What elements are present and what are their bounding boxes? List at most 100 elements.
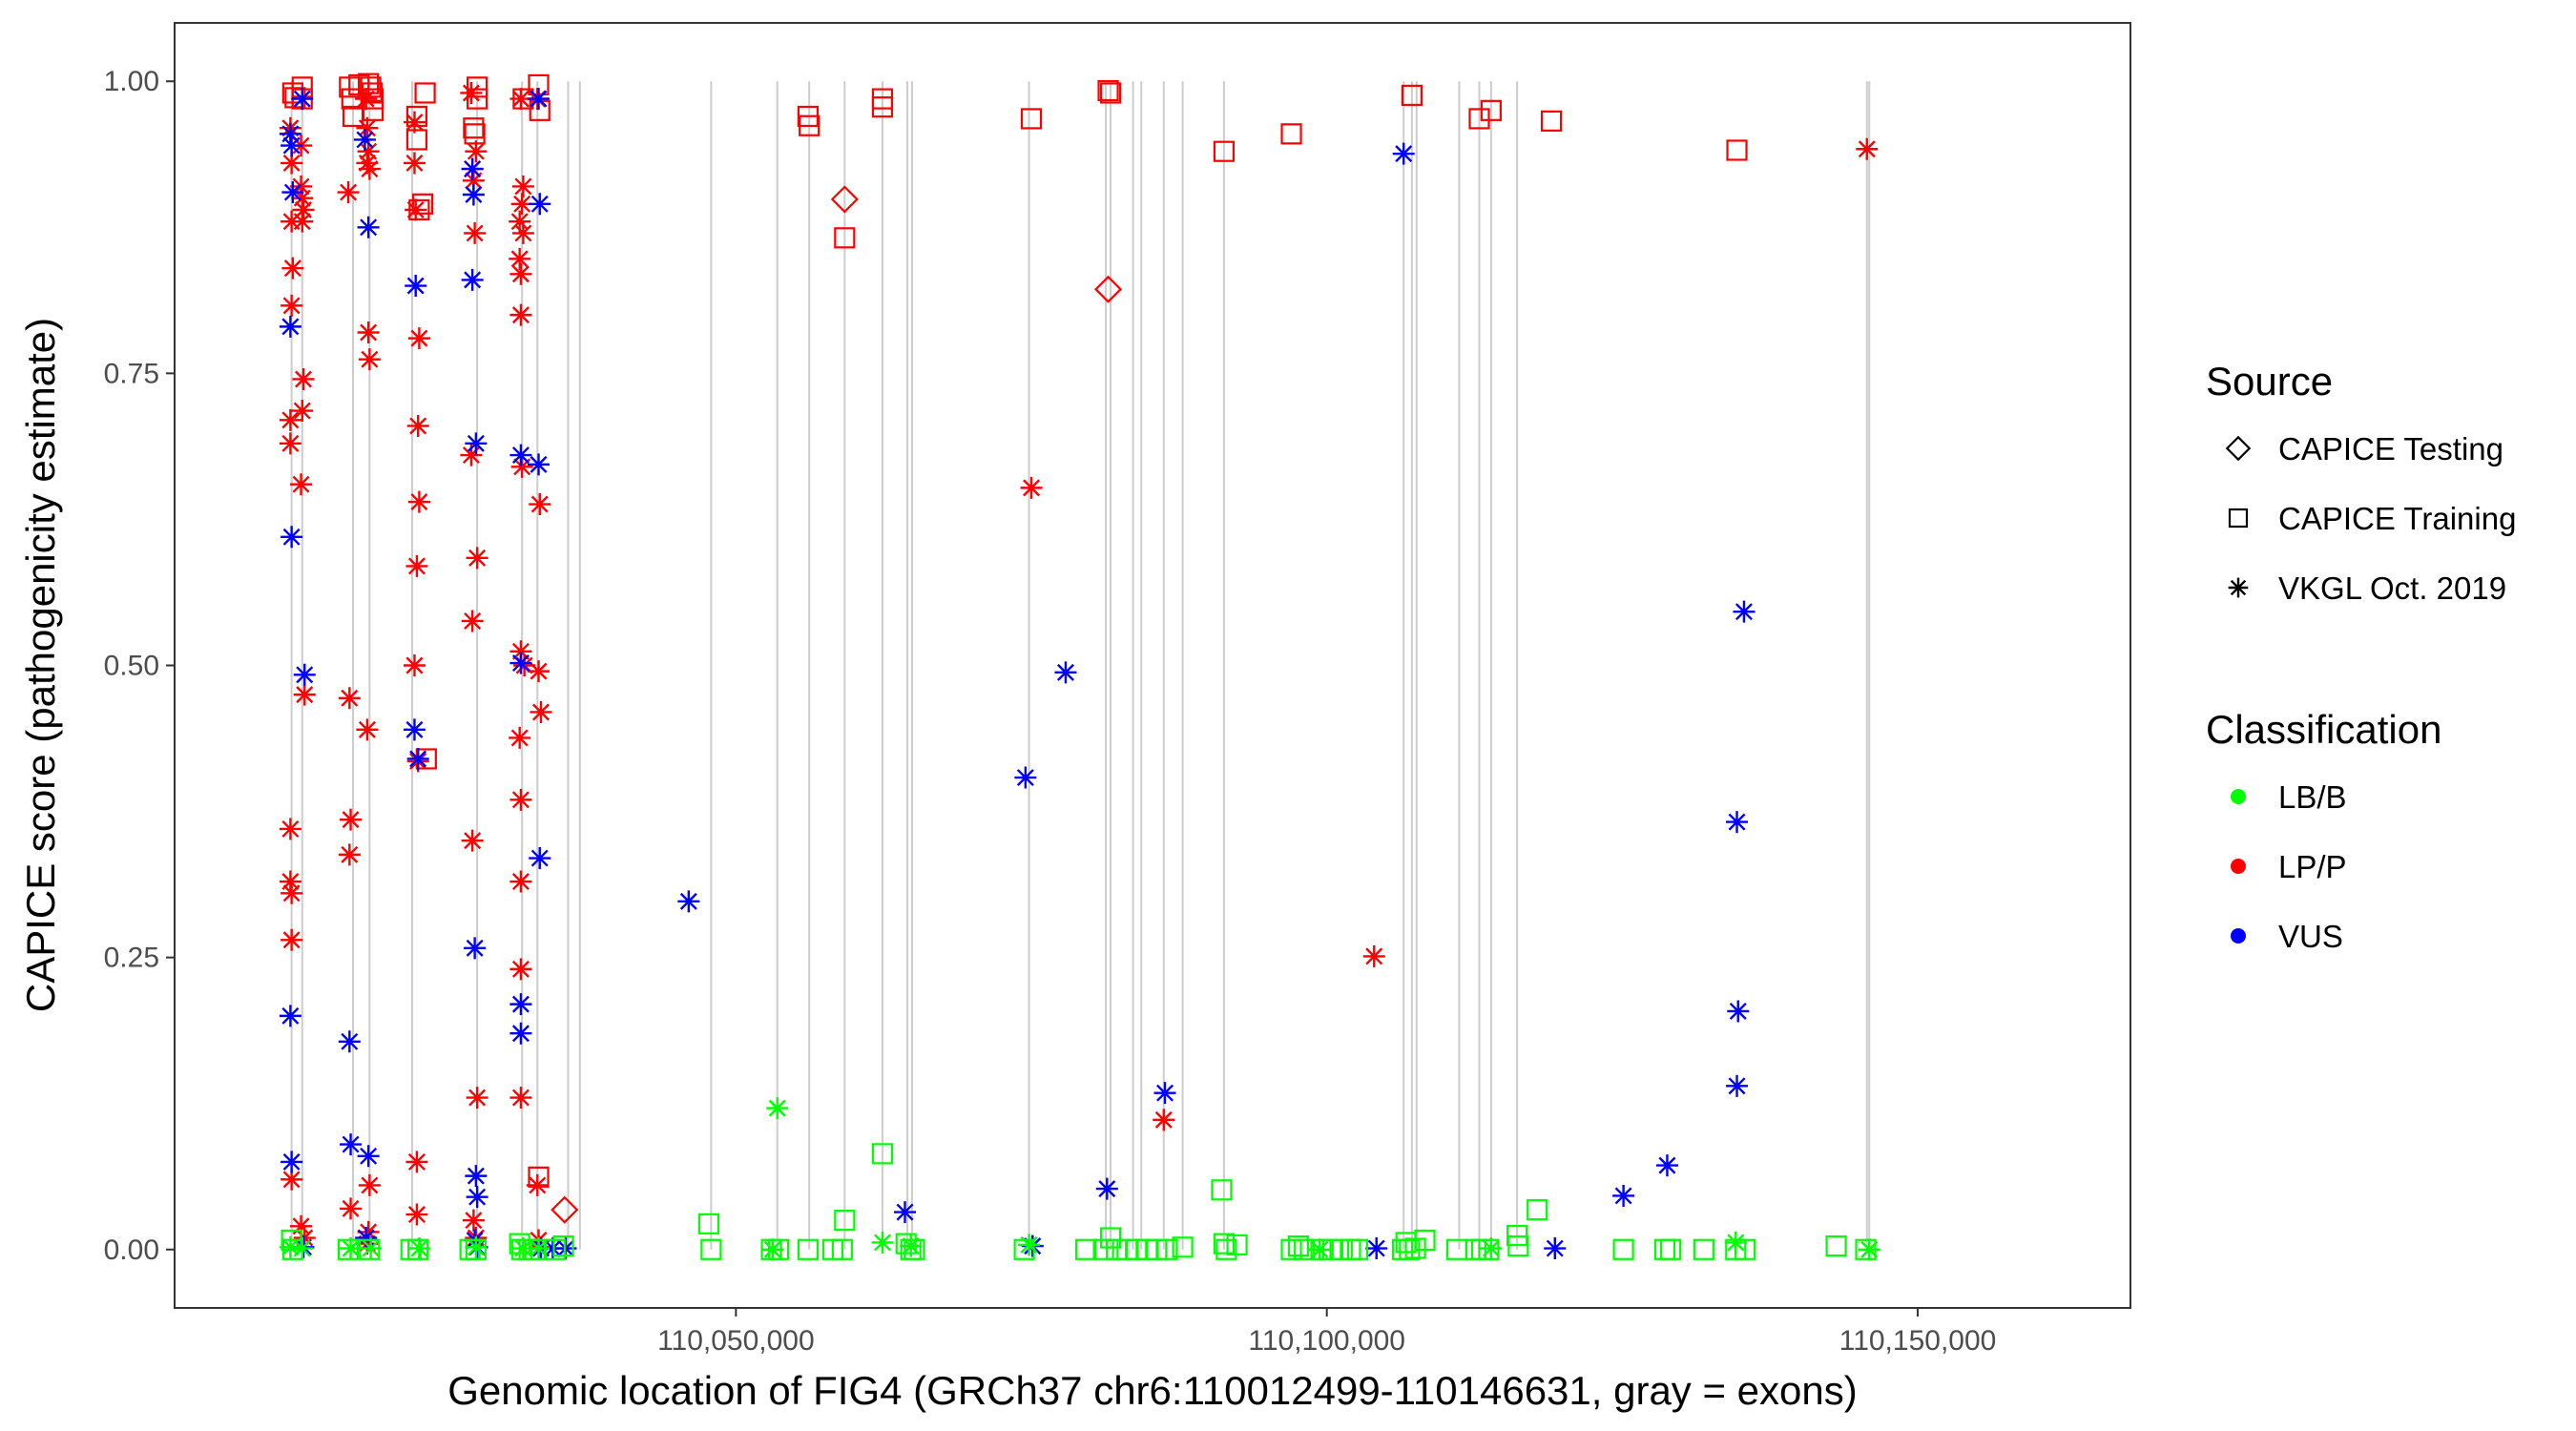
point-lbb-asterisk bbox=[766, 1097, 789, 1120]
point-lpp-asterisk bbox=[358, 1173, 381, 1196]
point-vus-asterisk bbox=[281, 181, 304, 204]
point-lpp-asterisk bbox=[357, 321, 380, 344]
point-lpp-asterisk bbox=[407, 490, 430, 513]
point-vus-asterisk bbox=[291, 88, 314, 111]
point-lbb-asterisk bbox=[279, 1235, 301, 1258]
point-lpp-asterisk bbox=[358, 157, 381, 180]
point-lpp-square bbox=[360, 76, 382, 98]
point-lpp-square bbox=[1468, 108, 1490, 130]
point-lpp-asterisk bbox=[526, 1173, 549, 1196]
point-lpp-square bbox=[466, 88, 488, 110]
legend-diamond-icon bbox=[2225, 435, 2252, 462]
point-lpp-asterisk bbox=[1856, 137, 1879, 160]
point-vus-asterisk bbox=[529, 847, 551, 870]
point-vus-asterisk bbox=[465, 432, 488, 455]
point-lpp-asterisk bbox=[405, 554, 428, 577]
point-lpp-asterisk bbox=[280, 928, 303, 951]
point-lbb-square bbox=[1346, 1238, 1369, 1260]
point-lpp-square bbox=[1480, 99, 1502, 121]
point-lpp-asterisk bbox=[281, 257, 304, 280]
point-lpp-square bbox=[799, 114, 821, 136]
x-tick-label: 110,150,000 bbox=[1839, 1325, 1997, 1357]
y-tick-label: 0.00 bbox=[104, 1234, 159, 1266]
point-lpp-diamond bbox=[1093, 275, 1123, 303]
point-lbb-square bbox=[831, 1238, 853, 1260]
legend-source-label: CAPICE Testing bbox=[2278, 431, 2503, 467]
point-lpp-asterisk bbox=[290, 175, 313, 197]
point-lpp-square bbox=[412, 193, 434, 215]
point-lpp-asterisk bbox=[291, 187, 314, 210]
point-lbb-square bbox=[544, 1238, 566, 1260]
point-vus-asterisk bbox=[338, 1030, 361, 1053]
point-lpp-asterisk bbox=[511, 175, 534, 197]
point-vus-asterisk bbox=[509, 1022, 532, 1045]
point-lpp-square bbox=[1097, 79, 1119, 102]
point-lpp-asterisk bbox=[403, 152, 426, 175]
point-lpp-asterisk bbox=[464, 221, 487, 244]
point-lbb-square bbox=[1660, 1238, 1682, 1260]
point-lpp-asterisk bbox=[509, 1087, 532, 1110]
point-vus-asterisk bbox=[464, 937, 487, 960]
point-lpp-asterisk bbox=[1153, 1109, 1175, 1131]
point-lbb-square bbox=[1074, 1238, 1097, 1260]
point-lpp-asterisk bbox=[461, 610, 484, 633]
point-lbb-asterisk bbox=[1724, 1231, 1747, 1254]
legend-source-items: CAPICE Testing CAPICE Training VKGL Oct. 2… bbox=[2225, 431, 2516, 606]
point-vus-asterisk bbox=[677, 890, 700, 913]
x-tick-label: 110,100,000 bbox=[1248, 1325, 1405, 1357]
point-vus-asterisk bbox=[893, 1201, 916, 1224]
point-lpp-asterisk bbox=[407, 327, 430, 350]
legend-class-items: LB/B LP/P VUS bbox=[2231, 779, 2347, 954]
point-lpp-square bbox=[414, 82, 436, 104]
point-vus-asterisk bbox=[509, 444, 532, 467]
point-lpp-asterisk bbox=[280, 1168, 303, 1191]
point-lbb-square bbox=[1092, 1238, 1114, 1260]
point-lbb-square bbox=[797, 1238, 820, 1260]
point-lpp-asterisk bbox=[509, 262, 532, 285]
point-lpp-square bbox=[1726, 139, 1748, 161]
point-lpp-asterisk bbox=[357, 140, 380, 163]
point-lpp-asterisk bbox=[290, 1214, 313, 1237]
point-lpp-asterisk bbox=[509, 870, 532, 893]
point-vus-asterisk bbox=[1727, 1000, 1750, 1023]
point-lbb-asterisk bbox=[1480, 1237, 1503, 1260]
point-lbb-square bbox=[895, 1233, 917, 1255]
point-lpp-square bbox=[405, 129, 428, 151]
point-vus-asterisk bbox=[279, 315, 301, 338]
point-lbb-asterisk bbox=[360, 1237, 383, 1260]
point-vus-asterisk bbox=[1021, 1234, 1044, 1257]
legend: Source CAPICE Testing CAPICE Training VKGL… bbox=[2206, 359, 2516, 954]
x-axis-title: Genomic location of FIG4 (GRCh37 chr6:11… bbox=[447, 1368, 1858, 1413]
legend-color-swatch bbox=[2231, 928, 2246, 944]
point-lpp-asterisk bbox=[403, 111, 426, 134]
point-vus-asterisk bbox=[554, 1237, 577, 1260]
point-vus-asterisk bbox=[279, 122, 301, 145]
point-lpp-asterisk bbox=[292, 367, 315, 390]
point-lbb-square bbox=[871, 1143, 894, 1165]
point-vus-asterisk bbox=[357, 1145, 380, 1168]
point-lpp-asterisk bbox=[509, 640, 532, 663]
point-lbb-square bbox=[552, 1234, 574, 1257]
point-lbb-square bbox=[834, 1210, 856, 1232]
point-lbb-square bbox=[1478, 1238, 1500, 1260]
point-lpp-asterisk bbox=[509, 726, 531, 749]
point-vus-asterisk bbox=[461, 157, 484, 180]
point-vus-asterisk bbox=[340, 1133, 363, 1156]
point-lpp-asterisk bbox=[291, 210, 314, 233]
point-lbb-square bbox=[407, 1238, 429, 1260]
point-lpp-asterisk bbox=[405, 198, 427, 221]
point-lbb-square bbox=[1507, 1234, 1529, 1257]
y-axis-title: CAPICE score (pathogenicity estimate) bbox=[18, 318, 63, 1012]
point-lpp-asterisk bbox=[405, 1151, 428, 1173]
point-vus-asterisk bbox=[509, 993, 532, 1016]
point-lbb-asterisk bbox=[528, 1237, 551, 1260]
point-lpp-asterisk bbox=[279, 408, 301, 431]
point-lpp-asterisk bbox=[509, 303, 532, 326]
point-lpp-square bbox=[362, 99, 384, 121]
point-vus-asterisk bbox=[466, 1186, 488, 1209]
point-vus-asterisk bbox=[462, 183, 485, 206]
point-lpp-asterisk bbox=[280, 152, 303, 175]
point-vus-asterisk bbox=[357, 216, 380, 238]
legend-class-label: LP/P bbox=[2278, 849, 2347, 884]
point-vus-asterisk bbox=[1655, 1154, 1678, 1177]
